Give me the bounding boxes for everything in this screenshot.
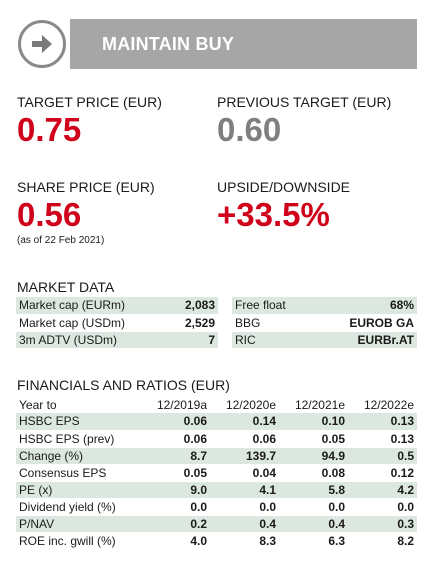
financials-title: FINANCIALS AND RATIOS (EUR) [17, 377, 230, 393]
cell-value: 0.0 [348, 498, 417, 516]
market-cap-usd-value: 2,529 [168, 314, 218, 332]
table-row: Consensus EPS 0.05 0.04 0.08 0.12 [16, 464, 417, 482]
cell-value: 94.9 [279, 447, 348, 465]
table-row: RIC EURBr.AT [232, 331, 417, 349]
market-cap-eur-label: Market cap (EURm) [16, 297, 169, 315]
rating-banner: MAINTAIN BUY [70, 19, 417, 69]
cell-value: 0.3 [348, 515, 417, 533]
table-row: Free float 68% [232, 297, 417, 315]
table-row: 3m ADTV (USDm) 7 [16, 331, 218, 349]
cell-value: 0.14 [210, 413, 279, 431]
arrow-right-icon [32, 35, 52, 53]
column-header: 12/2021e [294, 397, 345, 412]
free-float-value: 68% [314, 297, 417, 315]
column-header: 12/2019a [156, 397, 207, 412]
bbg-label: BBG [232, 314, 315, 332]
target-price-label: TARGET PRICE (EUR) [17, 94, 162, 110]
table-row: BBG EUROB GA [232, 314, 417, 332]
cell-value: 4.0 [141, 532, 210, 550]
table-row: HSBC EPS 0.06 0.14 0.10 0.13 [16, 413, 417, 431]
upside-block: UPSIDE/DOWNSIDE +33.5% [217, 179, 350, 234]
cell-value: 8.3 [210, 532, 279, 550]
cell-value: 4.2 [348, 481, 417, 499]
adtv-label: 3m ADTV (USDm) [16, 331, 169, 349]
cell-value: 6.3 [279, 532, 348, 550]
cell-value: 139.7 [210, 447, 279, 465]
cell-value: 5.8 [279, 481, 348, 499]
previous-target-value: 0.60 [217, 111, 282, 148]
cell-value: 0.5 [348, 447, 417, 465]
market-data-table-left: Market cap (EURm) 2,083 Market cap (USDm… [16, 297, 218, 349]
share-price-label: SHARE PRICE (EUR) [17, 179, 155, 195]
cell-value: 0.10 [279, 413, 348, 431]
ric-value: EURBr.AT [314, 331, 417, 349]
market-cap-usd-label: Market cap (USDm) [16, 314, 169, 332]
market-data-table-right: Free float 68% BBG EUROB GA RIC EURBr.AT [232, 297, 417, 349]
cell-value: 0.06 [141, 413, 210, 431]
upside-value: +33.5% [217, 196, 330, 233]
row-label: Change (%) [16, 447, 141, 465]
cell-value: 0.12 [348, 464, 417, 482]
row-label: HSBC EPS (prev) [16, 430, 141, 448]
cell-value: 0.13 [348, 430, 417, 448]
previous-target-label: PREVIOUS TARGET (EUR) [217, 94, 392, 110]
table-row: P/NAV 0.2 0.4 0.4 0.3 [16, 515, 417, 533]
table-row: Market cap (EURm) 2,083 [16, 297, 218, 315]
table-row: Dividend yield (%) 0.0 0.0 0.0 0.0 [16, 498, 417, 516]
rating-arrow-circle [18, 20, 66, 68]
cell-value: 0.2 [141, 515, 210, 533]
cell-value: 0.0 [210, 498, 279, 516]
share-price-value: 0.56 [17, 196, 82, 233]
cell-value: 0.0 [279, 498, 348, 516]
table-row: Change (%) 8.7 139.7 94.9 0.5 [16, 447, 417, 465]
row-label: PE (x) [16, 481, 141, 499]
cell-value: 4.1 [210, 481, 279, 499]
cell-value: 0.08 [279, 464, 348, 482]
share-price-date-note: (as of 22 Feb 2021) [17, 235, 105, 246]
table-row: Market cap (USDm) 2,529 [16, 314, 218, 332]
bbg-value: EUROB GA [314, 314, 417, 332]
year-to-header: Year to [19, 397, 57, 412]
table-row: PE (x) 9.0 4.1 5.8 4.2 [16, 481, 417, 499]
cell-value: 9.0 [141, 481, 210, 499]
cell-value: 0.4 [210, 515, 279, 533]
ric-label: RIC [232, 331, 315, 349]
market-cap-eur-value: 2,083 [168, 297, 218, 315]
column-header: 12/2020e [225, 397, 276, 412]
cell-value: 0.05 [279, 430, 348, 448]
row-label: P/NAV [16, 515, 141, 533]
target-price-block: TARGET PRICE (EUR) 0.75 [17, 94, 162, 149]
rating-label: MAINTAIN BUY [102, 33, 235, 54]
free-float-label: Free float [232, 297, 315, 315]
table-row: HSBC EPS (prev) 0.06 0.06 0.05 0.13 [16, 430, 417, 448]
market-data-title: MARKET DATA [17, 279, 115, 295]
target-price-value: 0.75 [17, 111, 82, 148]
cell-value: 0.13 [348, 413, 417, 431]
upside-label: UPSIDE/DOWNSIDE [217, 179, 351, 195]
cell-value: 0.05 [141, 464, 210, 482]
row-label: Consensus EPS [16, 464, 141, 482]
cell-value: 0.06 [210, 430, 279, 448]
share-price-block: SHARE PRICE (EUR) 0.56 (as of 22 Feb 202… [17, 179, 155, 246]
row-label: ROE inc. gwill (%) [16, 532, 141, 550]
adtv-value: 7 [168, 331, 218, 349]
table-row: ROE inc. gwill (%) 4.0 8.3 6.3 8.2 [16, 532, 417, 550]
cell-value: 0.4 [279, 515, 348, 533]
previous-target-block: PREVIOUS TARGET (EUR) 0.60 [217, 94, 391, 149]
row-label: HSBC EPS [16, 413, 141, 431]
cell-value: 0.06 [141, 430, 210, 448]
cell-value: 8.2 [348, 532, 417, 550]
column-header: 12/2022e [363, 397, 414, 412]
cell-value: 0.0 [141, 498, 210, 516]
cell-value: 0.04 [210, 464, 279, 482]
row-label: Dividend yield (%) [16, 498, 141, 516]
cell-value: 8.7 [141, 447, 210, 465]
financials-header-row: Year to 12/2019a 12/2020e 12/2021e 12/20… [16, 396, 417, 413]
financials-table: Year to 12/2019a 12/2020e 12/2021e 12/20… [16, 396, 417, 550]
